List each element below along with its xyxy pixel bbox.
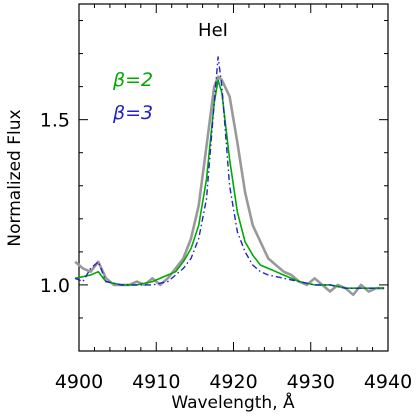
x-tick-label: 4930 (287, 371, 335, 393)
x-tick-label: 4910 (132, 371, 180, 393)
y-tick-label: 1.5 (40, 110, 70, 132)
plot-frame (78, 3, 389, 352)
y-tick-label: 1.0 (40, 275, 70, 297)
legend-label-beta2: β=2 (112, 69, 153, 91)
annotation-label: HeI (198, 20, 228, 41)
series-layer (74, 56, 385, 297)
tick-labels: 4900 4910 4920 4930 4940 1.0 1.5 (40, 110, 412, 393)
model-line-beta3 (74, 56, 385, 289)
ticks (78, 4, 389, 351)
x-tick-label: 4900 (55, 371, 103, 393)
x-axis-label: Wavelength, Å (171, 391, 295, 413)
legend-label-beta3: β=3 (112, 102, 153, 124)
x-tick-label: 4920 (209, 371, 257, 393)
x-tick-label: 4940 (364, 371, 412, 393)
y-axis-label: Normalized Flux (5, 109, 25, 246)
